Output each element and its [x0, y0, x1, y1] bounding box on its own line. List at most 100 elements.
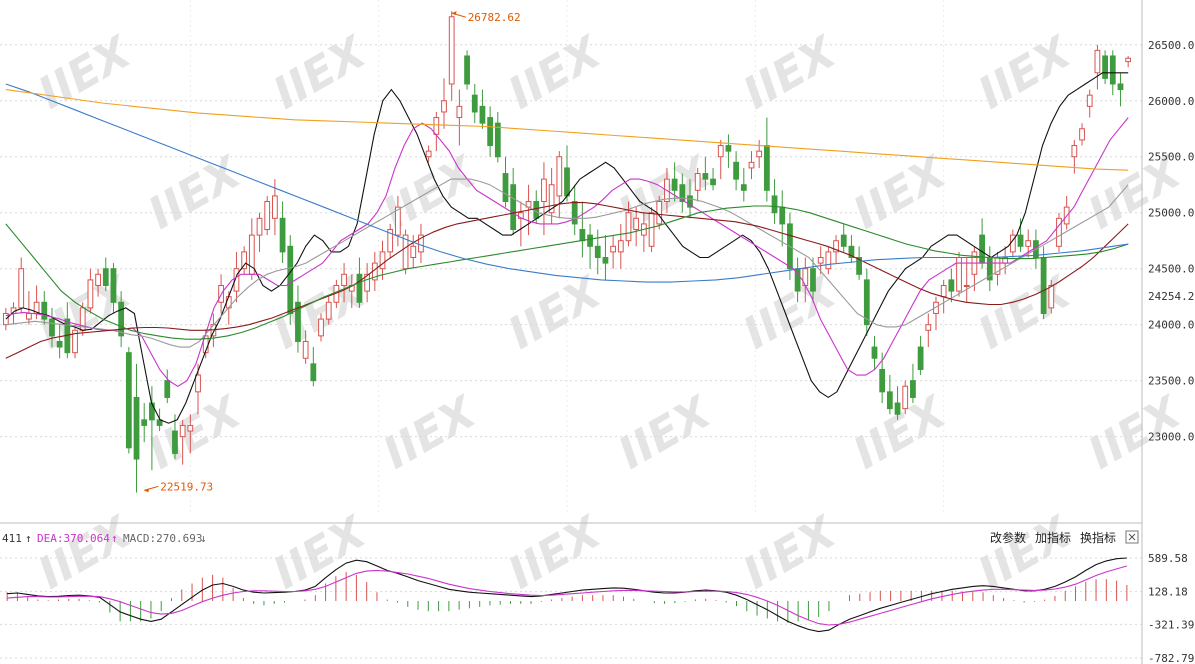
annotation-label: 22519.73 — [160, 480, 213, 493]
moving-average-line — [5, 202, 1129, 359]
watermark-logo: IIEX — [30, 506, 141, 600]
candle — [248, 218, 255, 280]
moving-average-line — [5, 83, 1129, 283]
change-params-button[interactable]: 改参数 — [990, 530, 1026, 545]
y-tick-label: -321.39 — [1148, 618, 1194, 631]
candle — [41, 291, 48, 325]
candle — [125, 347, 132, 454]
y-tick-label: 23000.0 — [1148, 431, 1194, 444]
candle — [817, 246, 824, 275]
legend-dif-value: 411 — [2, 532, 22, 545]
moving-average-line — [5, 72, 1129, 424]
candle — [933, 296, 939, 331]
candle — [487, 106, 494, 157]
candle — [387, 223, 394, 258]
watermark-logo: IIEX — [970, 26, 1081, 120]
candle — [1025, 229, 1032, 258]
candle — [118, 291, 125, 348]
watermark-logo: IIEX — [375, 146, 486, 240]
candle — [110, 263, 117, 314]
switch-indicator-button[interactable]: 换指标 — [1080, 530, 1116, 545]
candle — [187, 414, 194, 454]
candle — [441, 78, 447, 129]
candle — [733, 151, 739, 191]
candle — [648, 207, 655, 252]
candle — [264, 195, 271, 236]
dif-line — [7, 557, 1127, 633]
candle — [448, 11, 455, 101]
candle — [910, 363, 916, 404]
watermark-logo: IIEX — [845, 146, 956, 240]
watermark-logo: IIEX — [500, 266, 611, 360]
annotation-label: 26782.62 — [468, 11, 521, 24]
candle — [1094, 44, 1101, 90]
candle — [341, 263, 347, 303]
candle — [579, 201, 586, 258]
y-tick-label: 24000.0 — [1148, 319, 1194, 332]
candle — [325, 296, 332, 325]
candle — [833, 235, 839, 264]
candle — [956, 251, 962, 297]
macd-histogram — [6, 571, 1128, 623]
candle — [771, 179, 778, 224]
candle — [279, 201, 286, 264]
candle — [1063, 195, 1070, 230]
candle — [702, 156, 709, 191]
watermark-logo: IIEX — [735, 506, 846, 600]
candle — [602, 235, 609, 280]
candle — [748, 151, 755, 180]
candle — [410, 235, 417, 269]
candle — [464, 50, 470, 90]
candle — [694, 167, 701, 202]
watermark-logo: IIEX — [265, 506, 376, 600]
candle — [26, 291, 32, 325]
candle — [571, 184, 578, 236]
up-arrow-icon: ↑ — [25, 532, 32, 545]
candle — [556, 151, 563, 219]
y-tick-label: 26500.0 — [1148, 39, 1194, 52]
candle — [494, 111, 501, 163]
candle — [679, 173, 686, 213]
candle — [541, 162, 547, 236]
candle — [141, 403, 148, 443]
up-arrow-icon: ↑ — [111, 532, 118, 545]
candle — [756, 139, 763, 168]
add-indicator-button[interactable]: 加指标 — [1035, 530, 1071, 545]
candle — [633, 207, 640, 247]
watermark-logo: IIEX — [500, 26, 611, 120]
candle — [963, 257, 970, 303]
last-price-label: 24254.2 — [1148, 290, 1194, 303]
price-annotations: 26782.62 22519.73 — [144, 11, 521, 493]
watermark-logo: IIEX — [845, 386, 956, 480]
macd-lines — [7, 557, 1128, 633]
candle — [102, 257, 109, 292]
candle — [456, 89, 463, 146]
candle — [894, 386, 901, 420]
candle — [310, 347, 317, 387]
watermark-logo: IIEX — [265, 26, 376, 120]
close-icon[interactable] — [1125, 530, 1139, 544]
candle — [302, 330, 309, 364]
candle — [925, 313, 932, 348]
candle — [886, 375, 893, 415]
y-tick-label: 23500.0 — [1148, 375, 1194, 388]
y-tick-label: -782.79 — [1148, 652, 1194, 664]
price-grid — [0, 0, 1142, 515]
candle — [172, 414, 178, 460]
moving-average-line — [5, 89, 1129, 171]
candle — [863, 268, 870, 336]
candle — [1125, 55, 1132, 68]
y-tick-label: 24500.0 — [1148, 263, 1194, 276]
low-annotation: 22519.73 — [144, 480, 213, 493]
y-tick-label: 25500.0 — [1148, 151, 1194, 164]
candle — [717, 139, 724, 180]
candle — [810, 257, 816, 303]
legend-macd: MACD:270.693 — [123, 532, 202, 545]
candle — [241, 246, 248, 275]
candle — [318, 313, 324, 342]
candle — [825, 246, 832, 275]
candle — [917, 335, 924, 376]
watermark-logo: IIEX — [140, 146, 251, 240]
candle — [18, 257, 25, 314]
